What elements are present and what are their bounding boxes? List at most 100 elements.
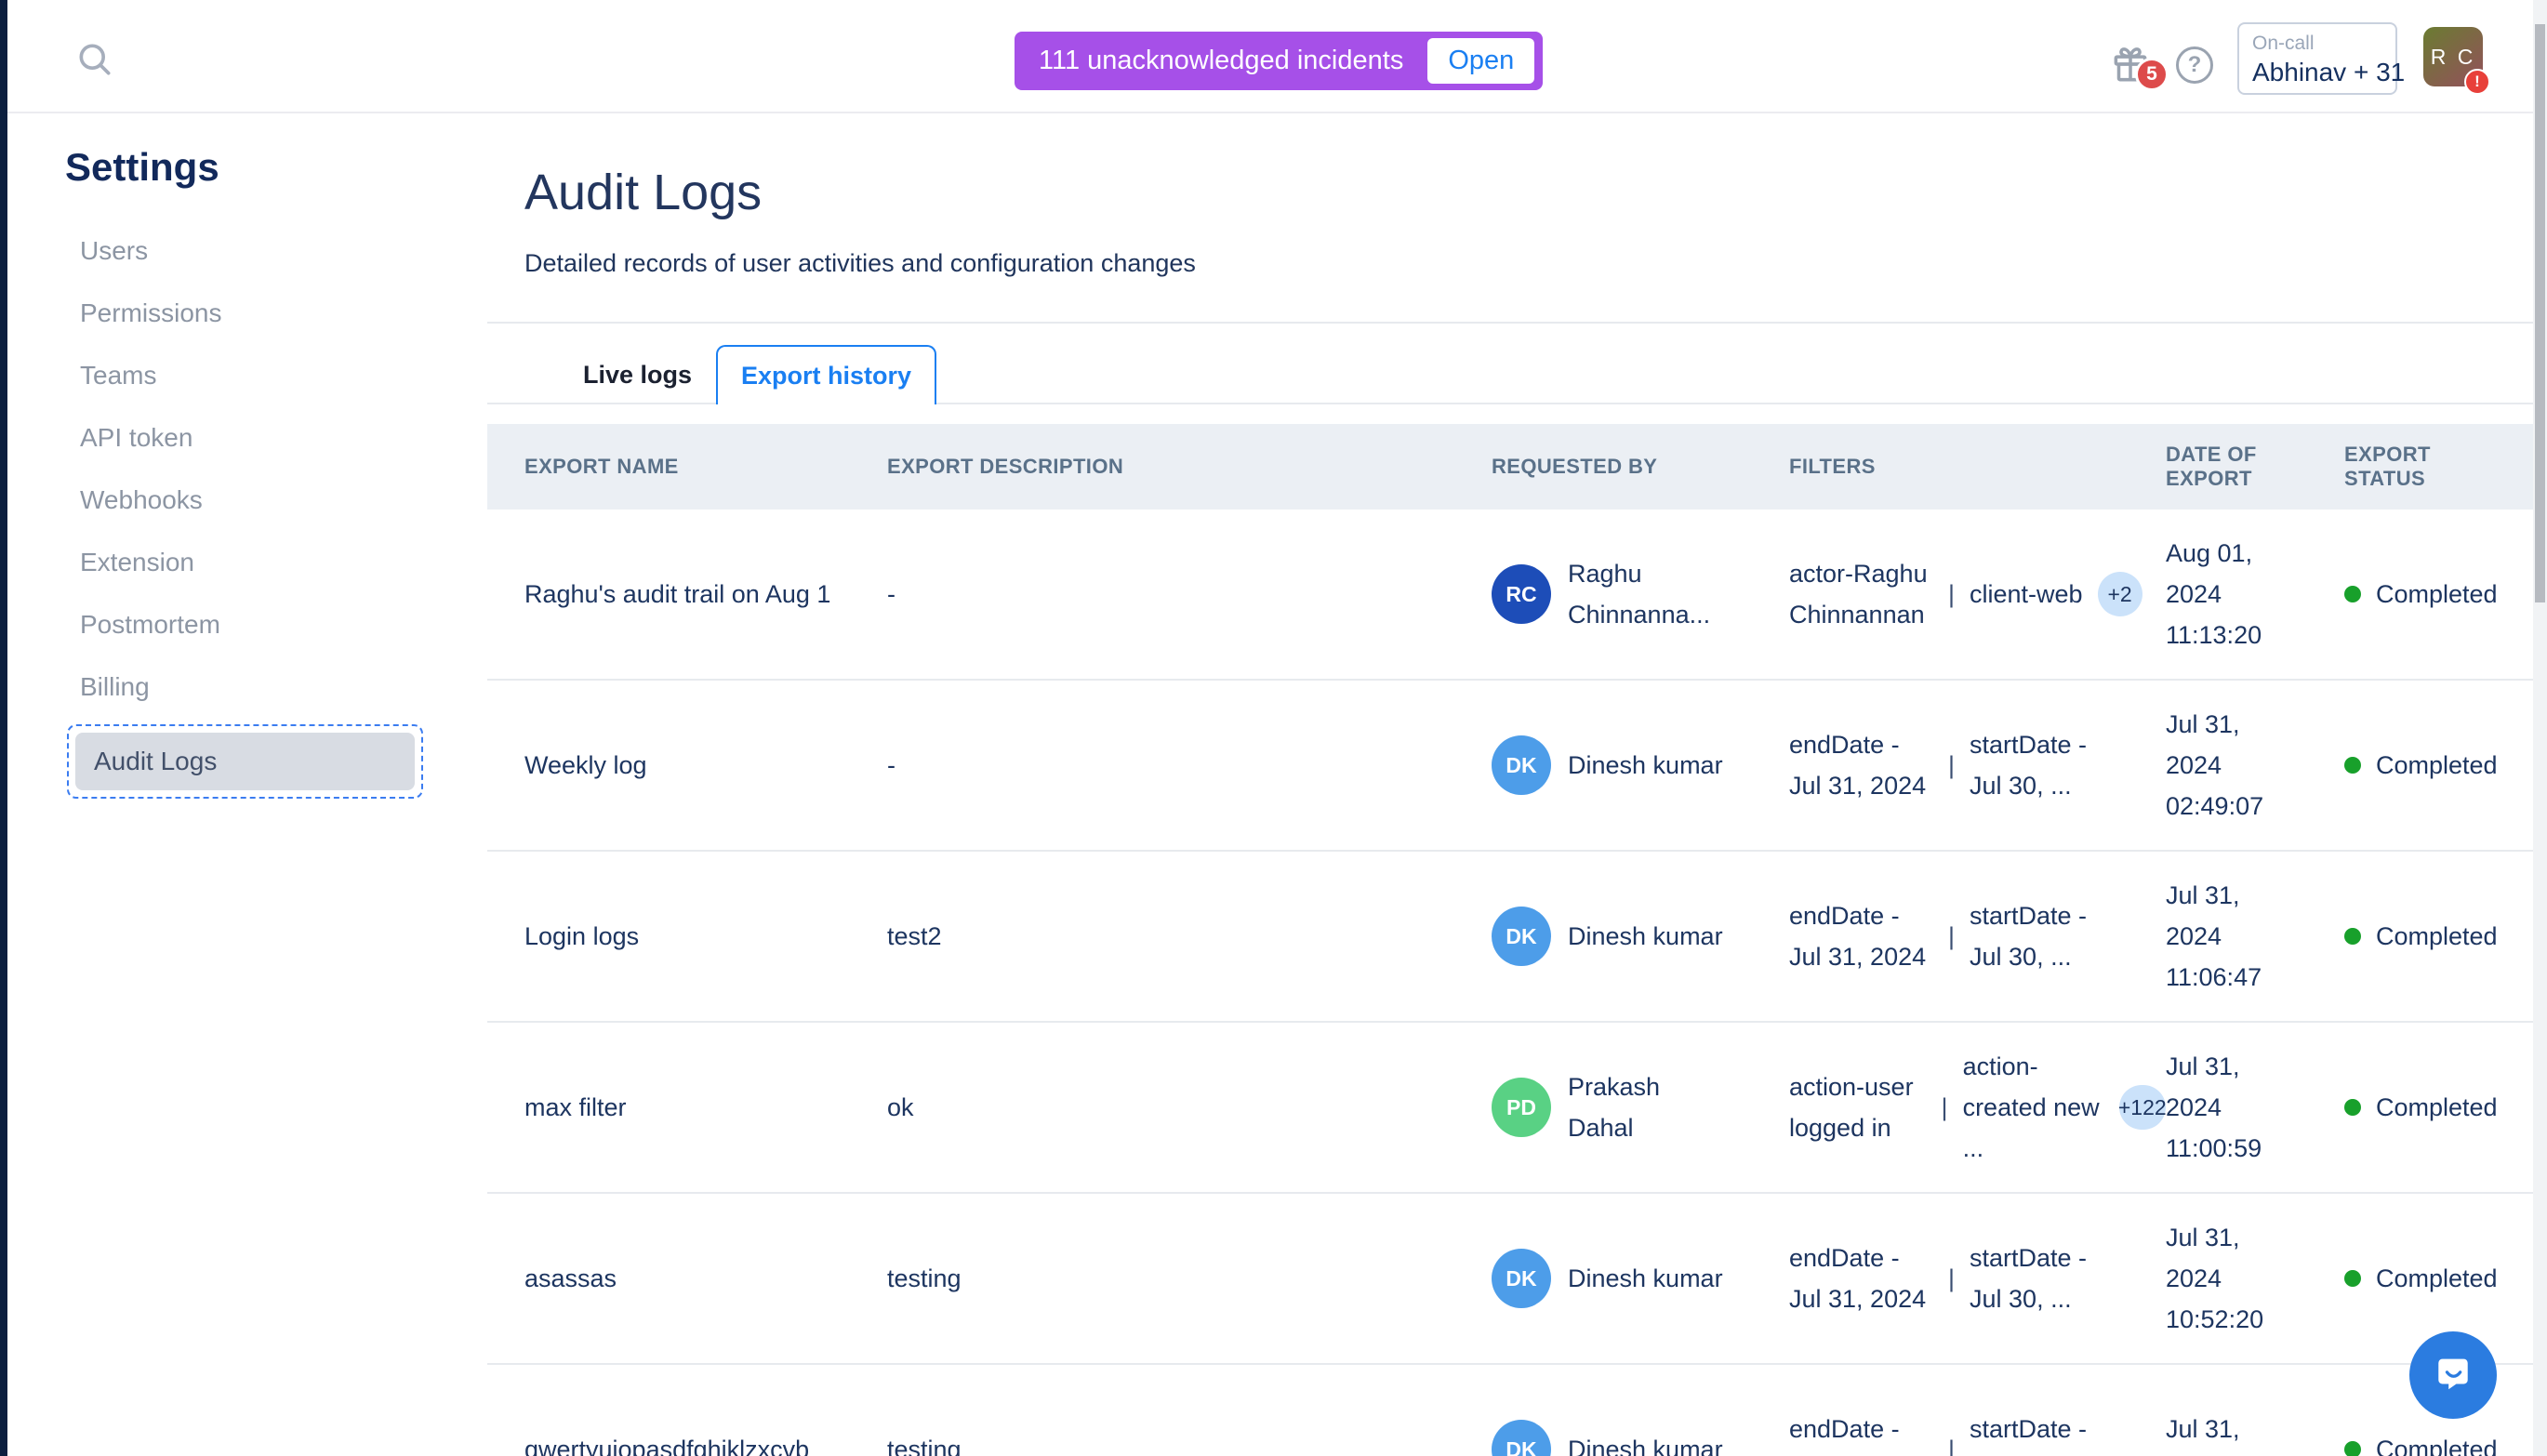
vertical-scrollbar-thumb[interactable] [2535,24,2545,602]
status-label: Completed [2376,579,2498,608]
requested-by-name: Dinesh kumar [1568,751,1723,779]
export-name: Raghu's audit trail on Aug 1 [524,580,831,608]
filter-2: startDate - Jul 30, ... [1970,1415,2088,1443]
unacknowledged-incidents-banner: 111 unacknowledged incidents Open [1015,32,1544,90]
status-cell: Completed [2324,1093,2536,1122]
filters-cell: action-user logged in | action-created n… [1789,1046,2167,1169]
export-description: - [887,751,895,779]
page-subtitle: Detailed records of user activities and … [524,249,1196,277]
filter-2: startDate - Jul 30, ... [1970,1244,2088,1313]
column-header-requested-by: REQUESTED BY [1492,455,1658,478]
export-description: testing [887,1264,962,1292]
filter-1: action-user logged in [1789,1073,1914,1142]
open-incidents-button[interactable]: Open [1427,38,1535,84]
table-row: asassas testing DK Dinesh kumar endDate … [487,1194,2536,1365]
export-date: Jul 31, 2024 10:52:20 [2166,1224,2264,1333]
requester-avatar: DK [1492,735,1551,795]
export-name: qwertyuiopasdfghjklzxcvb [524,1436,810,1456]
header-divider [487,322,2536,324]
status-label: Completed [2376,1264,2498,1292]
table-body: Raghu's audit trail on Aug 1 - RC Raghu … [487,510,2536,1456]
filter-separator: | [1948,579,1956,608]
filter-overflow-badge[interactable]: +122 [2118,1085,2167,1130]
export-name: Weekly log [524,751,647,779]
filter-separator: | [1941,1092,1948,1121]
table-header-row: EXPORT NAME EXPORT DESCRIPTION REQUESTED… [487,424,2536,510]
requester-avatar: PD [1492,1078,1551,1137]
sidebar-item[interactable]: API token [80,422,193,452]
help-icon[interactable]: ? [2176,46,2213,84]
status-label: Completed [2376,1092,2498,1121]
filter-separator: | [1948,750,1956,779]
status-dot [2344,1099,2361,1116]
status-dot [2344,928,2361,945]
sidebar-item[interactable]: Teams [80,360,157,390]
requested-by-cell: DK Dinesh kumar [1492,907,1789,966]
sidebar-item[interactable]: Permissions [80,298,222,327]
tabbar-divider [487,403,2536,404]
export-date: Jul 31, 2024 02:49:07 [2166,710,2264,820]
export-date: Aug 01, 2024 11:13:20 [2166,539,2262,649]
filter-2: startDate - Jul 30, ... [1970,731,2088,800]
filter-overflow-badge[interactable]: +2 [2097,572,2142,616]
export-description: ok [887,1093,914,1121]
status-cell: Completed [2324,922,2536,951]
requester-avatar: DK [1492,907,1551,966]
export-name: Login logs [524,922,640,950]
table-row: max filter ok PD Prakash Dahal action-us… [487,1023,2536,1194]
status-cell: Completed [2324,751,2536,780]
column-header-export-status: EXPORT STATUS [2344,443,2431,490]
sidebar-item[interactable]: Users [80,235,149,265]
column-header-export-name: EXPORT NAME [524,455,679,478]
oncall-selector[interactable]: On-call Abhinav + 31 [2237,22,2406,95]
filter-separator: | [1948,1435,1956,1456]
filters-cell: endDate - Jul 31, 2024 | startDate - Jul… [1789,724,2166,806]
sidebar-item[interactable]: Postmortem [80,609,220,639]
filters-cell: endDate - Jul 31, 2024 | startDate - Jul… [1789,1238,2166,1319]
status-cell: Completed [2324,1264,2536,1293]
gift-count-badge: 5 [2135,58,2169,91]
sidebar-item-selected[interactable]: Audit Logs [67,724,423,799]
column-header-filters: FILTERS [1789,455,1876,478]
banner-text: 111 unacknowledged incidents [1039,46,1404,75]
requested-by-name: Prakash Dahal [1568,1073,1661,1142]
status-cell: Completed [2324,1436,2536,1456]
filter-2: startDate - Jul 30, ... [1970,902,2088,971]
status-label: Completed [2376,750,2498,779]
table-row: qwertyuiopasdfghjklzxcvb testing DK Dine… [487,1365,2536,1456]
export-date: Jul 31, 2024 11:00:59 [2166,1052,2262,1162]
sidebar-item[interactable]: Webhooks [80,484,203,514]
export-name: asassas [524,1264,617,1292]
sidebar-item[interactable]: Extension [80,547,194,576]
export-description: test2 [887,922,942,950]
tab-live-logs[interactable]: Live logs [583,361,693,389]
requested-by-cell: DK Dinesh kumar [1492,1249,1789,1308]
status-cell: Completed [2324,580,2536,609]
filters-cell: endDate - Jul 31, 2024 | startDate - Jul… [1789,895,2166,977]
export-description: - [887,580,895,608]
sidebar-item-selected-label: Audit Logs [75,733,415,790]
table-row: Weekly log - DK Dinesh kumar endDate - J… [487,681,2536,852]
sidebar-item[interactable]: Billing [80,671,150,701]
filter-separator: | [1948,1264,1956,1292]
status-dot [2344,1441,2361,1456]
left-nav-rail[interactable] [0,0,7,1456]
requested-by-name: Raghu Chinnanna... [1568,560,1711,629]
oncall-value: Abhinav + 31 [2252,58,2406,86]
requested-by-cell: DK Dinesh kumar [1492,1420,1789,1456]
settings-nav: Users Permissions Teams API token Webhooks Ex… [67,219,426,799]
tab-export-history[interactable]: Export history [716,345,936,404]
status-dot [2344,757,2361,774]
filter-1: actor-Raghu Chinnannan [1789,560,1928,629]
oncall-label: On-call [2252,33,2315,54]
requested-by-name: Dinesh kumar [1568,922,1723,950]
settings-heading: Settings [65,145,219,189]
filters-cell: actor-Raghu Chinnannan | client-web +2 [1789,553,2166,635]
page-title: Audit Logs [524,165,763,220]
requested-by-cell: RC Raghu Chinnanna... [1492,553,1789,635]
search-icon[interactable] [74,39,115,80]
export-date: Jul 31, 2024 [2166,1415,2240,1443]
requested-by-cell: DK Dinesh kumar [1492,735,1789,795]
user-alert-badge: ! [2464,69,2490,95]
chat-support-button[interactable] [2409,1331,2497,1419]
